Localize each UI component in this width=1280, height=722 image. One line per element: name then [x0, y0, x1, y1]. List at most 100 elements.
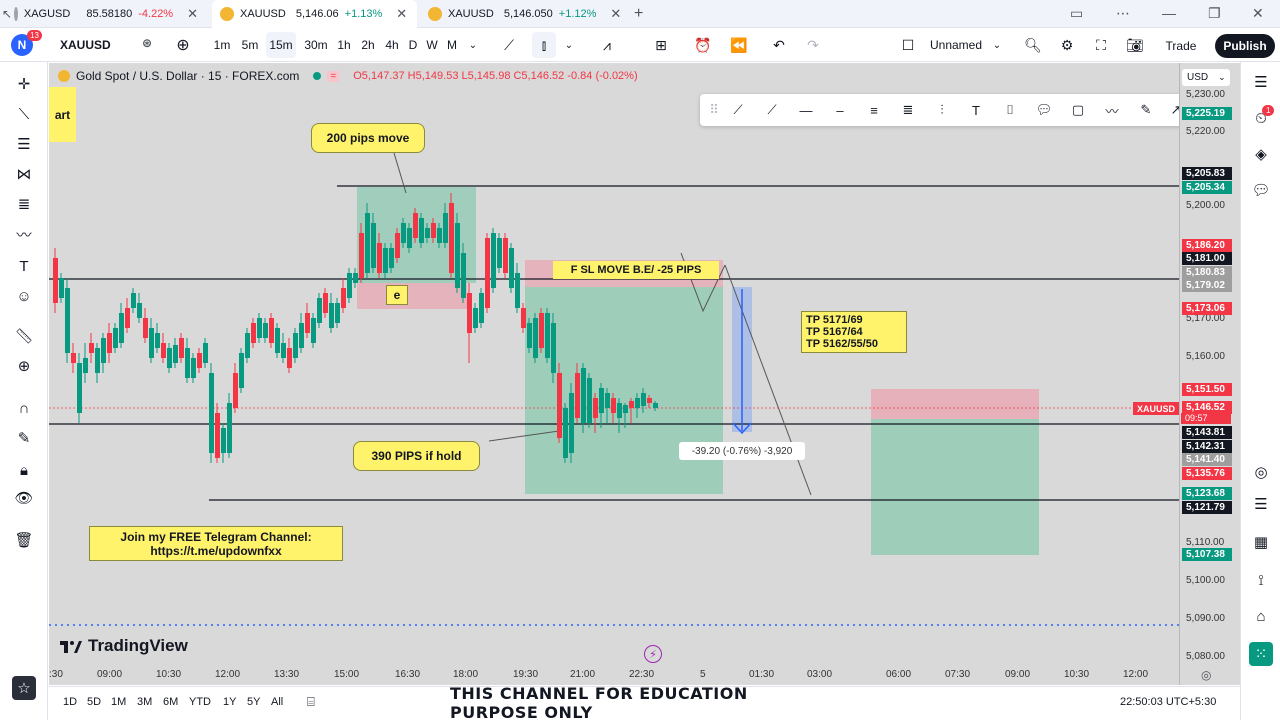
- currency-selector[interactable]: USD ⌄: [1182, 69, 1230, 86]
- chevron-down-icon[interactable]: ⌄: [992, 39, 1002, 51]
- alerts-clock-icon[interactable]: ⏲: [1255, 109, 1267, 127]
- axis-settings-icon[interactable]: ◎: [1201, 668, 1212, 682]
- chart-canvas[interactable]: art 200 pips move e F SL MOVE B.E/ -25 P…: [49, 63, 1179, 685]
- favorites-star-icon[interactable]: ☆: [12, 676, 36, 700]
- text-tool-icon[interactable]: T: [972, 102, 980, 118]
- undo-icon[interactable]: ↶: [773, 36, 785, 53]
- apps-grid-icon[interactable]: ⁙: [1249, 642, 1273, 666]
- fib-ext-icon[interactable]: ⫶: [940, 102, 944, 117]
- trade-button[interactable]: Trade: [1165, 39, 1197, 53]
- camera-icon[interactable]: 📷︎: [1126, 36, 1144, 53]
- avatar[interactable]: N: [11, 34, 33, 56]
- interval-15m[interactable]: 15m: [266, 32, 296, 58]
- pencil-icon[interactable]: ✎: [1140, 102, 1152, 117]
- range-1y[interactable]: 1Y: [223, 696, 237, 708]
- range-6m[interactable]: 6M: [163, 696, 179, 708]
- text-icon[interactable]: T: [19, 257, 29, 275]
- lock-icon[interactable]: 🔒︎: [20, 461, 28, 479]
- search-icon[interactable]: 🔍︎: [1024, 36, 1042, 53]
- time-axis[interactable]: :30 09:00 10:30 12:00 13:30 15:00 16:30 18:00 19…: [49, 663, 1179, 685]
- interval-m[interactable]: M: [447, 38, 457, 52]
- trash-icon[interactable]: 🗑︎: [14, 532, 34, 549]
- publish-button[interactable]: Publish: [1215, 34, 1275, 58]
- horizontal-line-icon[interactable]: –: [836, 102, 844, 118]
- candlestick-chart[interactable]: [49, 63, 1179, 685]
- chat-icon[interactable]: 💬︎: [1251, 182, 1271, 199]
- range-1d[interactable]: 1D: [63, 696, 78, 708]
- chevron-down-icon[interactable]: ⌄: [564, 39, 574, 51]
- magnet-icon[interactable]: ∩: [18, 399, 30, 417]
- range-all[interactable]: All: [271, 696, 284, 708]
- symbol-search[interactable]: XAUUSD ⊛: [50, 33, 162, 57]
- settings-icon[interactable]: ⚙: [1060, 36, 1074, 53]
- minimize-icon[interactable]: —: [1162, 5, 1176, 21]
- callout-icon[interactable]: 💬︎: [1035, 102, 1053, 117]
- rectangle-icon[interactable]: ▢: [1071, 102, 1085, 117]
- fullscreen-icon[interactable]: ⛶: [1096, 36, 1106, 53]
- crosshair-icon[interactable]: ✛: [17, 76, 31, 93]
- browser-tab-xagusd[interactable]: XAGUSD 85.58180 -4.22% ✕: [6, 0, 206, 28]
- add-symbol-icon[interactable]: ⊕: [176, 37, 190, 54]
- lock-drawing-icon[interactable]: ✎: [17, 430, 31, 447]
- zoom-icon[interactable]: ⊕: [17, 358, 31, 375]
- compare-icon[interactable]: ⊛: [142, 36, 153, 50]
- tp-levels-box[interactable]: TP 5171/69 TP 5167/64 TP 5162/55/50: [801, 311, 907, 353]
- channel-icon[interactable]: ≡: [870, 102, 878, 118]
- interval-1m[interactable]: 1m: [213, 38, 231, 52]
- date-range-icon[interactable]: ⌸: [307, 694, 315, 709]
- templates-icon[interactable]: ⊞: [655, 36, 667, 53]
- watchlist-icon[interactable]: ☰: [1254, 74, 1268, 91]
- close-tab-icon[interactable]: ✕: [396, 6, 408, 21]
- partial-label[interactable]: art: [49, 87, 76, 142]
- lightning-icon[interactable]: ⚡︎: [644, 645, 662, 663]
- fib-icon[interactable]: ≣: [17, 196, 31, 213]
- new-tab-icon[interactable]: +: [634, 5, 644, 22]
- symbol-title[interactable]: Gold Spot / U.S. Dollar · 15 · FOREX.com: [76, 69, 300, 83]
- e-label[interactable]: e: [386, 285, 408, 305]
- sl-move-label[interactable]: F SL MOVE B.E/ -25 PIPS: [553, 261, 719, 279]
- interval-4h[interactable]: 4h: [385, 38, 399, 52]
- emoji-icon[interactable]: ☺: [16, 287, 32, 305]
- target-icon[interactable]: ◎: [1254, 464, 1268, 481]
- range-1m[interactable]: 1M: [111, 696, 127, 708]
- close-window-icon[interactable]: ✕: [1252, 5, 1264, 21]
- ruler-icon[interactable]: 📏︎: [14, 328, 34, 345]
- more-icon[interactable]: ⋯: [1116, 5, 1130, 21]
- replay-icon[interactable]: ⏪: [730, 36, 748, 53]
- browser-tab-xauusd-2[interactable]: XAUUSD 5,146.050 +1.12% ✕: [420, 0, 630, 28]
- ideas-icon[interactable]: ☰: [1254, 496, 1268, 513]
- note-icon[interactable]: ⌷: [1006, 102, 1014, 117]
- telegram-box[interactable]: Join my FREE Telegram Channel: https://t…: [89, 526, 343, 561]
- range-ytd[interactable]: YTD: [189, 696, 211, 708]
- drag-handle-icon[interactable]: ⠿: [709, 102, 719, 117]
- path-icon[interactable]: 〰: [1105, 103, 1119, 119]
- range-3m[interactable]: 3M: [137, 696, 153, 708]
- notifications-icon[interactable]: ⌂: [1256, 607, 1266, 625]
- interval-1h[interactable]: 1h: [337, 38, 351, 52]
- horizontal-lines-icon[interactable]: ☰: [17, 136, 31, 153]
- pips-move-callout[interactable]: 200 pips move: [311, 123, 425, 153]
- pattern-icon[interactable]: ⋈: [16, 166, 32, 183]
- trend-line-icon[interactable]: ⟍: [18, 105, 30, 123]
- chevron-down-icon[interactable]: ⌄: [468, 39, 478, 51]
- horizontal-ray-icon[interactable]: —: [799, 102, 813, 118]
- interval-w[interactable]: W: [426, 38, 438, 52]
- interval-d[interactable]: D: [408, 38, 418, 52]
- price-axis[interactable]: 5,230.00 5,220.00 5,200.00 5,170.00 5,160.00…: [1179, 63, 1240, 685]
- interval-2h[interactable]: 2h: [361, 38, 375, 52]
- layout-icon[interactable]: ▭: [1070, 5, 1084, 21]
- close-tab-icon[interactable]: ✕: [187, 6, 198, 21]
- layers-icon[interactable]: ◈: [1255, 146, 1267, 163]
- layout-name[interactable]: Unnamed: [929, 38, 983, 52]
- alert-icon[interactable]: ⏰: [694, 36, 712, 53]
- hold-callout[interactable]: 390 PIPS if hold: [353, 441, 480, 471]
- range-5d[interactable]: 5D: [87, 696, 102, 708]
- interval-5m[interactable]: 5m: [241, 38, 259, 52]
- indicators-icon[interactable]: ⩘: [603, 36, 611, 53]
- browser-tab-xauusd-1[interactable]: XAUUSD 5,146.06 +1.13% ✕: [212, 0, 417, 28]
- brush-icon[interactable]: 〰: [16, 226, 32, 244]
- layout-square-icon[interactable]: ☐: [901, 36, 915, 53]
- calendar-icon[interactable]: ▦: [1253, 534, 1269, 551]
- interval-30m[interactable]: 30m: [304, 38, 328, 52]
- maximize-icon[interactable]: ❐: [1208, 5, 1221, 21]
